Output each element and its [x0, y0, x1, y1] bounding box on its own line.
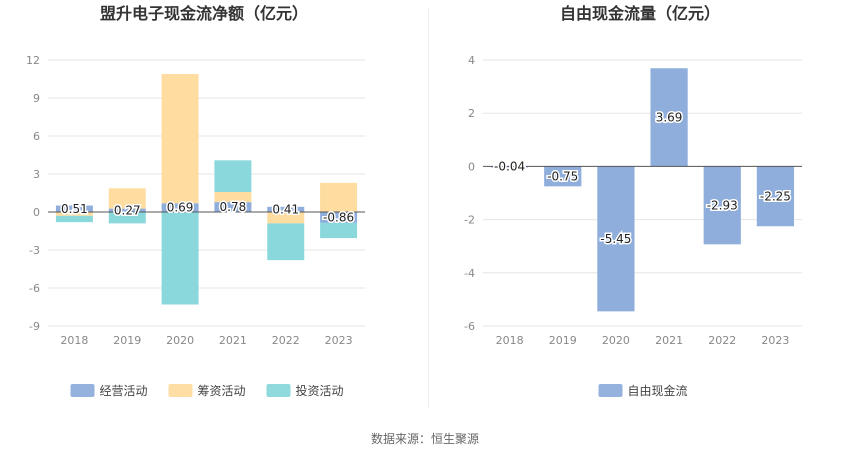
y-tick-label: -4 [464, 267, 475, 280]
y-tick-label: 0 [33, 206, 40, 219]
x-tick-label: 2019 [113, 334, 141, 347]
data-source-note: 数据来源：恒生聚源 [370, 432, 479, 446]
legend-label: 投资活动 [296, 383, 344, 398]
bar-segment [267, 212, 305, 224]
y-tick-label: -2 [464, 214, 475, 227]
y-tick-label: -9 [29, 320, 40, 333]
bar-segment [161, 74, 199, 204]
y-tick-label: -3 [29, 244, 40, 257]
bar-segment [320, 212, 358, 223]
y-tick-label: 3 [33, 168, 40, 181]
data-label: -2.25 [760, 189, 791, 203]
chart-title: 盟升电子现金流净额（亿元） [100, 4, 308, 23]
bar [756, 166, 795, 227]
bar-segment [320, 222, 358, 239]
chart-title: 自由现金流量（亿元） [560, 4, 720, 23]
y-tick-label: 0 [468, 160, 475, 173]
data-label: 0.78 [220, 200, 247, 214]
y-tick-label: 12 [26, 54, 40, 67]
x-tick-label: 2019 [549, 334, 577, 347]
legend-swatch [598, 384, 623, 397]
legend-swatch [168, 384, 193, 397]
data-label: -0.04 [494, 159, 525, 173]
bar-segment [267, 223, 305, 261]
bar-segment [55, 205, 93, 212]
bar-segment [55, 215, 93, 223]
x-tick-label: 2023 [761, 334, 789, 347]
data-label: 0.41 [272, 202, 299, 216]
bar [544, 166, 582, 187]
y-tick-label: -6 [29, 282, 40, 295]
legend-label: 自由现金流 [628, 383, 688, 398]
x-tick-label: 2021 [219, 334, 247, 347]
legend-label: 筹资活动 [198, 384, 246, 398]
data-label: 0.69 [167, 201, 194, 215]
bar-segment [161, 212, 199, 305]
bar-segment [267, 206, 305, 212]
bar [597, 166, 635, 312]
y-tick-label: 9 [33, 92, 40, 105]
bar-segment [161, 203, 199, 212]
bar-segment [108, 208, 146, 212]
data-label: 0.27 [114, 203, 141, 217]
x-tick-label: 2022 [272, 334, 300, 347]
y-tick-label: 2 [468, 107, 475, 120]
bar [650, 68, 688, 167]
data-label: -0.86 [323, 210, 354, 224]
x-tick-label: 2018 [496, 334, 524, 347]
y-tick-label: 4 [468, 54, 475, 67]
legend-swatch [266, 384, 291, 397]
data-label: -5.45 [600, 232, 631, 246]
y-tick-label: -6 [464, 320, 475, 333]
legend-swatch [70, 384, 95, 397]
x-tick-label: 2022 [708, 334, 736, 347]
legend-label: 经营活动 [100, 384, 148, 398]
bar-segment [214, 202, 252, 212]
x-tick-label: 2020 [166, 334, 194, 347]
bar [490, 166, 529, 168]
data-label: -0.75 [547, 169, 578, 183]
x-tick-label: 2023 [325, 334, 353, 347]
data-label: 0.51 [61, 202, 88, 216]
bar-segment [108, 188, 146, 209]
bar-segment [108, 212, 146, 224]
bar [703, 166, 741, 245]
y-tick-label: 6 [33, 130, 40, 143]
x-tick-label: 2018 [60, 334, 88, 347]
data-label: -2.93 [707, 198, 738, 212]
x-tick-label: 2020 [602, 334, 630, 347]
bar-segment [320, 182, 358, 212]
panel-divider [428, 8, 429, 408]
bar-segment [214, 191, 252, 203]
x-tick-label: 2021 [655, 334, 683, 347]
data-label: 3.69 [656, 110, 683, 124]
bar-segment [55, 212, 93, 216]
bar-segment [214, 160, 252, 192]
